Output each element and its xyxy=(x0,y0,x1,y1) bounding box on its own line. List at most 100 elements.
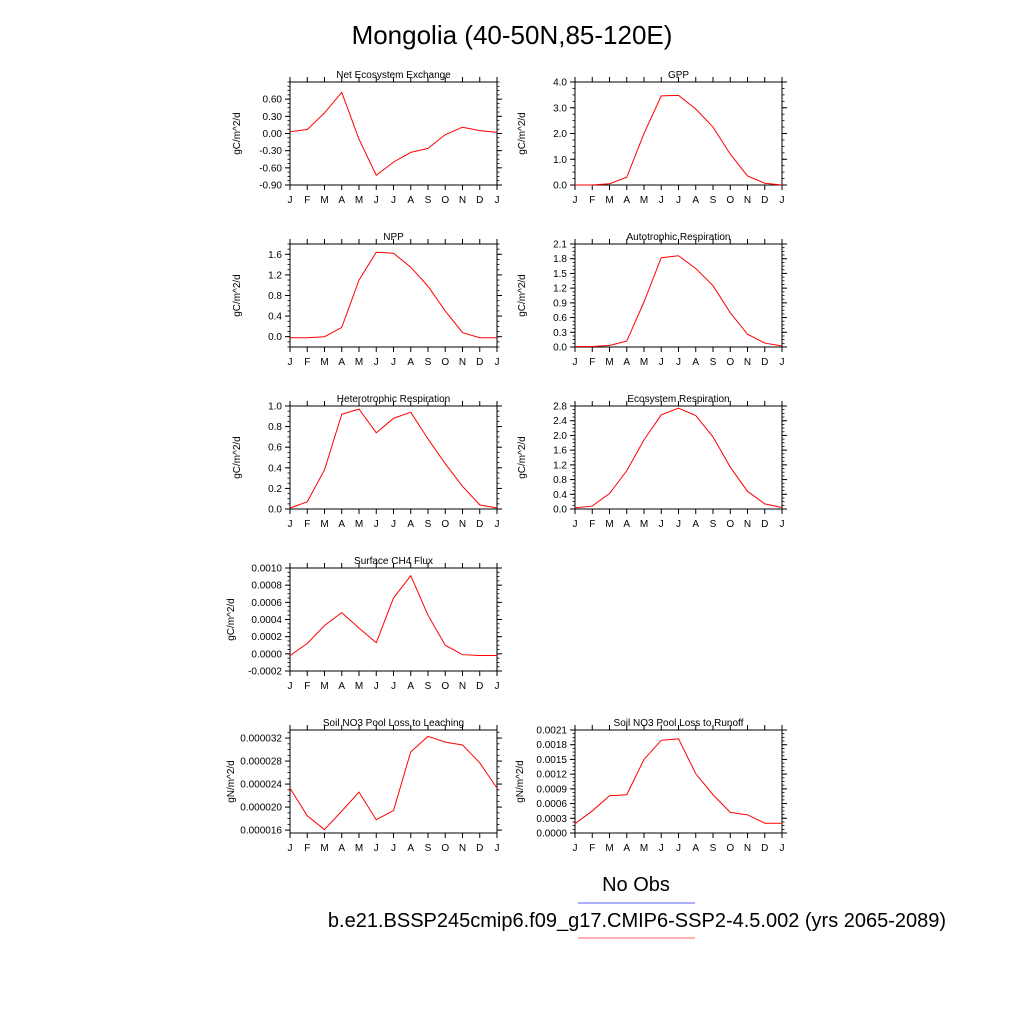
x-tick-label: J xyxy=(676,195,681,206)
y-tick-label: 0.0009 xyxy=(536,784,567,795)
y-tick-label: 0.6 xyxy=(268,443,282,454)
y-tick-label: 1.2 xyxy=(268,270,282,281)
y-tick-label: 1.8 xyxy=(553,254,567,265)
x-tick-label: D xyxy=(476,195,483,206)
x-tick-label: M xyxy=(320,357,328,368)
x-tick-label: A xyxy=(623,195,630,206)
x-tick-label: J xyxy=(391,843,396,854)
x-tick-label: J xyxy=(288,357,293,368)
x-tick-label: F xyxy=(589,519,595,530)
x-tick-label: N xyxy=(459,195,466,206)
y-tick-label: 3.0 xyxy=(553,103,567,114)
x-tick-label: A xyxy=(338,195,345,206)
x-tick-label: O xyxy=(726,195,734,206)
plot-frame xyxy=(574,81,783,186)
x-tick-label: J xyxy=(676,357,681,368)
y-tick-label: 0.0003 xyxy=(536,814,567,825)
x-tick-label: S xyxy=(710,519,717,530)
y-tick-label: 0.30 xyxy=(263,112,283,123)
y-tick-label: 2.0 xyxy=(553,129,567,140)
x-tick-label: M xyxy=(320,195,328,206)
x-tick-label: J xyxy=(780,843,785,854)
chart-panel: Soil NO3 Pool Loss to Leaching gN/m^2/d0.… xyxy=(226,718,502,854)
x-tick-label: O xyxy=(441,195,449,206)
panel-title: Net Ecosystem Exchange xyxy=(336,70,451,81)
x-tick-label: D xyxy=(476,519,483,530)
x-tick-label: F xyxy=(589,843,595,854)
chart-panel: Autotrophic Respiration gC/m^2/d 0.0 0.3 0.6… xyxy=(517,232,787,368)
x-tick-label: J xyxy=(391,681,396,692)
y-tick-label: 1.0 xyxy=(268,402,282,413)
y-tick-label: 0.8 xyxy=(268,422,282,433)
x-tick-label: A xyxy=(338,357,345,368)
x-tick-label: M xyxy=(320,681,328,692)
plot-frame xyxy=(289,567,498,672)
x-tick-label: J xyxy=(495,195,500,206)
y-axis-label: gN/m^2/d xyxy=(226,760,237,803)
series-line xyxy=(574,407,783,509)
x-tick-label: D xyxy=(761,843,768,854)
x-tick-label: F xyxy=(304,519,310,530)
y-axis-label: gC/m^2/d xyxy=(226,598,237,641)
panel-title: Soil NO3 Pool Loss to Leaching xyxy=(323,718,464,729)
y-axis-label: gN/m^2/d xyxy=(515,760,526,803)
x-tick-label: M xyxy=(605,357,613,368)
x-tick-label: F xyxy=(589,357,595,368)
x-tick-label: F xyxy=(589,195,595,206)
y-tick-label: 0.0010 xyxy=(251,564,282,575)
y-axis-label: gC/m^2/d xyxy=(517,112,528,155)
y-tick-label: 0.0012 xyxy=(536,770,567,781)
y-tick-label: 1.2 xyxy=(553,284,567,295)
x-tick-label: F xyxy=(304,357,310,368)
y-tick-label: 0.0 xyxy=(553,181,567,192)
y-tick-label: 0.8 xyxy=(268,291,282,302)
x-tick-label: J xyxy=(573,357,578,368)
x-tick-label: N xyxy=(744,519,751,530)
x-tick-label: M xyxy=(355,681,363,692)
y-tick-label: 2.0 xyxy=(553,431,567,442)
y-tick-label: 2.8 xyxy=(553,402,567,413)
x-tick-label: J xyxy=(659,843,664,854)
x-tick-label: J xyxy=(288,681,293,692)
x-tick-label: O xyxy=(726,519,734,530)
x-tick-label: O xyxy=(726,843,734,854)
x-tick-label: M xyxy=(605,195,613,206)
x-tick-label: S xyxy=(425,357,432,368)
x-tick-label: A xyxy=(623,519,630,530)
series-line xyxy=(289,408,498,509)
y-tick-label: 0.2 xyxy=(268,484,282,495)
y-tick-label: 0.8 xyxy=(553,475,567,486)
x-tick-label: J xyxy=(288,519,293,530)
y-tick-label: 4.0 xyxy=(553,78,567,89)
x-tick-label: A xyxy=(407,519,414,530)
y-tick-label: 0.000028 xyxy=(240,757,282,768)
x-tick-label: J xyxy=(780,519,785,530)
y-tick-label: 0.3 xyxy=(553,328,567,339)
x-tick-label: N xyxy=(459,843,466,854)
x-tick-label: A xyxy=(692,843,699,854)
y-tick-label: -0.0002 xyxy=(248,667,282,678)
x-tick-label: D xyxy=(476,681,483,692)
chart-panel: Ecosystem Respiration gC/m^2/d 0.0 0.4 0.8 1.… xyxy=(517,394,787,530)
series-line xyxy=(289,735,498,831)
y-tick-label: 0.9 xyxy=(553,298,567,309)
y-tick-label: 1.0 xyxy=(553,155,567,166)
x-tick-label: A xyxy=(338,519,345,530)
x-tick-label: F xyxy=(304,681,310,692)
x-tick-label: J xyxy=(659,519,664,530)
plot-frame xyxy=(574,243,783,348)
x-tick-label: J xyxy=(495,357,500,368)
x-tick-label: J xyxy=(391,195,396,206)
x-tick-label: J xyxy=(495,843,500,854)
x-tick-label: J xyxy=(374,357,379,368)
y-tick-label: 0.0 xyxy=(553,343,567,354)
x-tick-label: M xyxy=(640,843,648,854)
plot-frame xyxy=(289,81,498,186)
y-tick-label: 1.2 xyxy=(553,460,567,471)
panel-title: Soil NO3 Pool Loss to Runoff xyxy=(614,718,744,729)
y-tick-label: 0.0018 xyxy=(536,740,567,751)
y-tick-label: 0.4 xyxy=(268,312,282,323)
y-tick-label: -0.30 xyxy=(259,146,282,157)
panel-title: Heterotrophic Respiration xyxy=(337,394,450,405)
panel-title: GPP xyxy=(668,70,689,81)
